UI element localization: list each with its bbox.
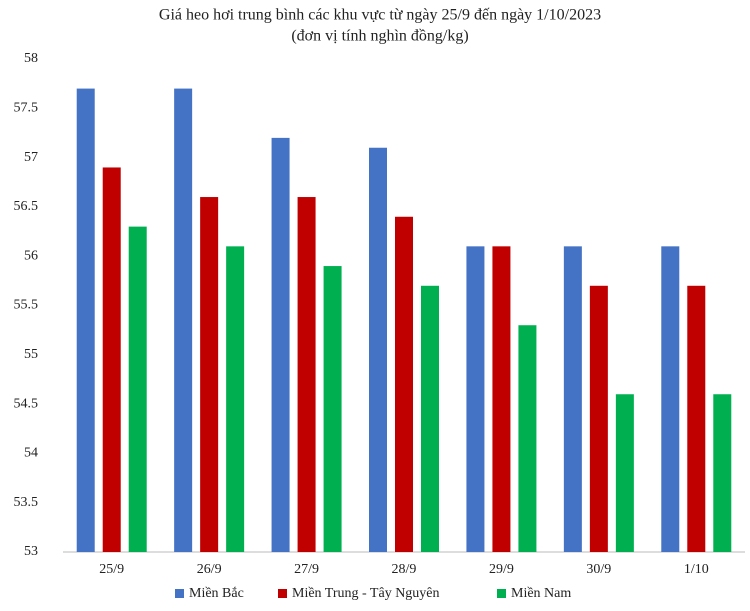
x-tick-label: 29/9	[489, 562, 514, 577]
x-tick-label: 25/9	[99, 562, 124, 577]
bar	[271, 137, 290, 552]
bar	[226, 246, 245, 552]
bar	[128, 226, 147, 552]
x-tick-label: 30/9	[586, 562, 611, 577]
x-tick-label: 28/9	[392, 562, 417, 577]
x-tick-label: 26/9	[197, 562, 222, 577]
bar	[492, 246, 511, 552]
bar	[466, 246, 485, 552]
y-tick-label: 55	[24, 347, 38, 362]
bar	[323, 266, 342, 552]
bar	[687, 285, 706, 552]
bar	[661, 246, 680, 552]
y-tick-label: 55.5	[14, 298, 39, 313]
bar	[102, 167, 121, 552]
y-tick-label: 57.5	[14, 101, 39, 116]
chart-subtitle: (đơn vị tính nghìn đồng/kg)	[291, 28, 468, 45]
x-tick-label: 1/10	[684, 562, 709, 577]
y-tick-label: 53	[24, 544, 38, 559]
legend-label: Miền Trung - Tây Nguyên	[292, 586, 440, 601]
y-tick-label: 53.5	[14, 495, 39, 510]
x-tick-label: 27/9	[294, 562, 319, 577]
bar	[563, 246, 582, 552]
y-tick-label: 56	[24, 248, 38, 263]
legend-swatch	[175, 589, 184, 598]
y-tick-label: 57	[24, 150, 38, 165]
bar	[76, 88, 95, 552]
legend-swatch	[497, 589, 506, 598]
y-tick-label: 54	[24, 446, 38, 461]
bar	[421, 285, 439, 552]
chart-title: Giá heo hơi trung bình các khu vực từ ng…	[159, 7, 601, 24]
bar	[174, 88, 193, 552]
legend-label: Miền Bắc	[189, 586, 244, 601]
legend-swatch	[278, 589, 287, 598]
bar	[297, 197, 316, 553]
bar	[713, 394, 732, 552]
bar	[589, 285, 608, 552]
bar	[395, 216, 413, 552]
y-tick-label: 56.5	[14, 199, 39, 214]
legend-label: Miền Nam	[511, 586, 571, 601]
bar	[518, 325, 537, 552]
bar	[369, 147, 387, 553]
y-tick-label: 54.5	[14, 396, 39, 411]
y-tick-label: 58	[24, 51, 38, 66]
bar	[200, 197, 219, 553]
bar	[615, 394, 634, 552]
